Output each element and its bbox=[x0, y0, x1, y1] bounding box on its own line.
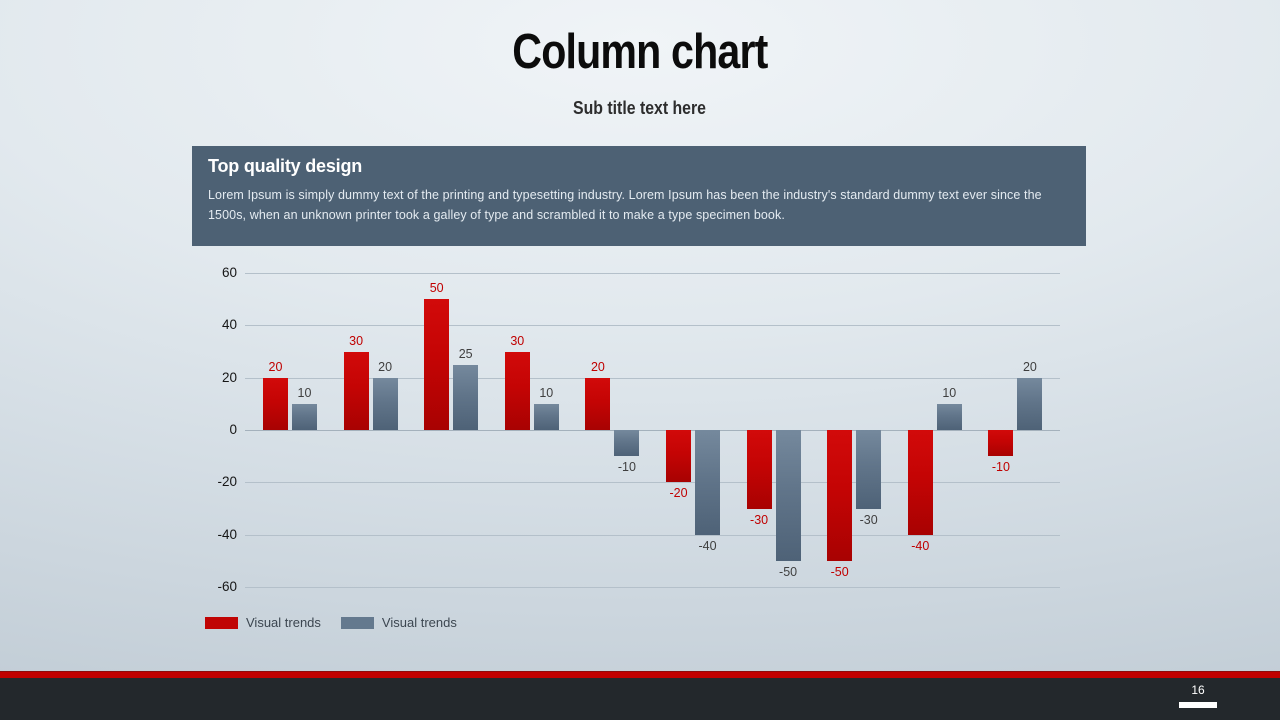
info-box-heading: Top quality design bbox=[208, 156, 363, 176]
chart-bar-gray-group2 bbox=[372, 377, 398, 430]
bar-data-label: 10 bbox=[539, 385, 554, 400]
footer-red-stripe bbox=[0, 671, 1280, 678]
bar-data-label: -20 bbox=[669, 486, 688, 501]
y-axis-label--40: -40 bbox=[217, 526, 237, 542]
legend-item-2: Visual trends bbox=[340, 615, 457, 630]
chart-bar-red-group4 bbox=[504, 351, 530, 430]
chart-plot-area: 20 10 30 20 50 25 30 10 20 -10 -20 -40 -30 -50 -50 -30 -… bbox=[245, 273, 1060, 588]
bar-data-label: -40 bbox=[911, 538, 930, 553]
gridline-y-0 bbox=[245, 430, 1060, 431]
legend-swatch-icon bbox=[205, 616, 238, 629]
bar-data-label: 30 bbox=[349, 333, 364, 348]
bar-data-label: 10 bbox=[297, 385, 312, 400]
page-number-block: 16 bbox=[1160, 683, 1236, 708]
y-axis-label-20: 20 bbox=[221, 369, 237, 385]
chart-legend: Visual trends Visual trends bbox=[205, 615, 477, 630]
bar-data-label: -10 bbox=[991, 460, 1010, 475]
legend-item-1: Visual trends bbox=[205, 615, 321, 630]
chart-bar-gray-group8 bbox=[856, 430, 882, 509]
page-number: 16 bbox=[1191, 683, 1205, 697]
bar-data-label: -40 bbox=[698, 538, 717, 553]
chart-bar-red-group2 bbox=[343, 351, 369, 430]
bar-data-label: 20 bbox=[268, 359, 283, 374]
bar-data-label: 10 bbox=[942, 385, 957, 400]
chart-bar-gray-group7 bbox=[775, 430, 801, 561]
legend-label: Visual trends bbox=[381, 615, 457, 630]
y-axis-label-40: 40 bbox=[221, 317, 237, 333]
bar-data-label: 20 bbox=[1022, 359, 1037, 374]
info-box: Top quality design Lorem Ipsum is simply… bbox=[192, 146, 1086, 246]
chart-bar-gray-group3 bbox=[453, 364, 479, 430]
title-container: Column chart bbox=[0, 24, 1280, 80]
gridline-y--60 bbox=[245, 587, 1060, 588]
chart-bar-red-group10 bbox=[988, 430, 1014, 457]
gridline-y-40 bbox=[245, 325, 1060, 327]
chart-bar-red-group3 bbox=[424, 299, 450, 430]
footer-bar bbox=[0, 678, 1280, 720]
y-axis-label--20: -20 bbox=[217, 474, 237, 490]
chart-bar-gray-group6 bbox=[695, 430, 720, 535]
gridline-y--20 bbox=[245, 482, 1060, 484]
gridline-y-60 bbox=[245, 273, 1060, 274]
bar-data-label: -50 bbox=[830, 564, 849, 579]
y-axis-label-60: 60 bbox=[221, 265, 237, 280]
bar-data-label: 25 bbox=[458, 346, 473, 361]
bar-data-label: 50 bbox=[429, 281, 444, 296]
gridline-y--40 bbox=[245, 534, 1060, 536]
chart-bar-gray-group1 bbox=[292, 403, 317, 430]
y-axis-label-0: 0 bbox=[229, 422, 237, 437]
bar-data-label: -30 bbox=[750, 512, 769, 527]
y-axis-label--60: -60 bbox=[217, 579, 237, 594]
chart-bar-red-group5 bbox=[585, 377, 611, 430]
legend-label: Visual trends bbox=[246, 615, 321, 630]
page-number-underline bbox=[1179, 702, 1217, 708]
gridline-y-20 bbox=[245, 377, 1060, 379]
chart-bar-red-group9 bbox=[907, 430, 933, 535]
bar-data-label: -30 bbox=[859, 512, 878, 527]
bar-data-label: 20 bbox=[590, 359, 605, 374]
chart-bar-gray-group4 bbox=[533, 403, 559, 430]
chart-bar-red-group8 bbox=[827, 430, 853, 561]
bar-data-label: -50 bbox=[779, 564, 798, 579]
bar-data-label: -10 bbox=[617, 460, 636, 475]
chart-bar-red-group7 bbox=[746, 430, 772, 509]
slide-subtitle: Sub title text here bbox=[573, 98, 707, 118]
bar-data-label: 20 bbox=[378, 359, 393, 374]
subtitle-container: Sub title text here bbox=[0, 98, 1280, 119]
slide-title: Column chart bbox=[512, 25, 768, 79]
chart-bar-red-group1 bbox=[263, 377, 288, 430]
legend-swatch-icon bbox=[340, 616, 374, 629]
chart-bar-gray-group5 bbox=[614, 430, 640, 457]
chart-bar-gray-group9 bbox=[936, 403, 962, 430]
bar-data-label: 30 bbox=[510, 333, 525, 348]
chart-bar-gray-group10 bbox=[1017, 377, 1043, 430]
chart-bar-red-group6 bbox=[666, 430, 691, 483]
info-box-body: Lorem Ipsum is simply dummy text of the … bbox=[208, 188, 1042, 222]
